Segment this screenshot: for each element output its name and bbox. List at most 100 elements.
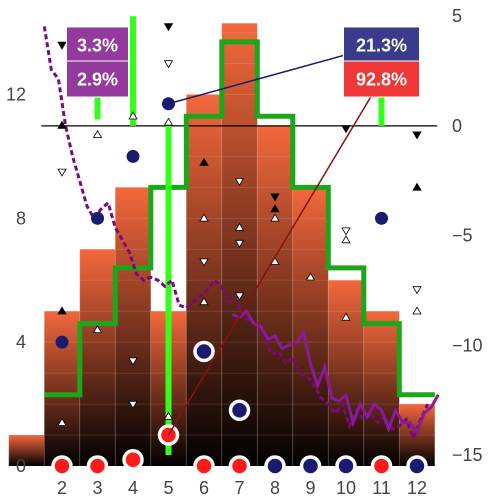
ringed-marker xyxy=(406,455,428,477)
triangle-marker xyxy=(305,272,316,281)
x-tick-label: 6 xyxy=(199,478,209,498)
annotation-label: 21.3% xyxy=(356,35,407,55)
triangle-marker xyxy=(270,213,280,222)
ringed-marker xyxy=(193,340,215,363)
bar xyxy=(8,435,45,466)
y-left-tick-label: 4 xyxy=(16,332,26,352)
triangle-marker xyxy=(234,222,245,231)
ringed-marker xyxy=(335,455,357,477)
triangle-marker xyxy=(57,41,67,50)
bar-fill xyxy=(115,187,151,466)
ringed-marker xyxy=(228,455,251,477)
bar xyxy=(327,280,364,466)
y-right-tick-label: 0 xyxy=(452,116,462,136)
bar-fill xyxy=(363,311,400,466)
bar xyxy=(256,125,293,466)
triangle-marker xyxy=(128,400,138,409)
triangle-marker xyxy=(163,411,174,420)
ringed-marker xyxy=(122,449,144,471)
y-right-tick-label: 5 xyxy=(452,6,462,26)
ringed-marker xyxy=(264,455,286,477)
triangle-marker xyxy=(341,312,351,321)
bar-fill xyxy=(328,280,364,466)
triangle-marker xyxy=(412,182,422,191)
ringed-marker xyxy=(51,455,73,477)
annotation-label: 92.8% xyxy=(356,70,407,90)
annotation-arrow xyxy=(167,78,383,436)
triangle-marker xyxy=(199,297,209,306)
triangle-marker xyxy=(412,306,422,315)
ringed-marker xyxy=(86,455,109,477)
axes-layer: 2 3 4 5 6 7 8 9 10 11 12 0 4 8 12 5 0 −5 −10 −15 xyxy=(6,6,483,498)
ringed-marker xyxy=(228,399,251,422)
annotation: 21.3% xyxy=(343,26,420,64)
bar-fill xyxy=(8,435,45,466)
bar xyxy=(79,249,116,466)
triangle-marker xyxy=(199,258,209,267)
annotation-box xyxy=(343,60,420,98)
triangle-marker xyxy=(234,239,245,248)
triangle-marker xyxy=(270,193,280,202)
x-tick-label: 12 xyxy=(407,478,427,498)
triangle-markers-layer xyxy=(57,23,422,426)
triangle-marker xyxy=(412,286,422,295)
triangle-marker xyxy=(199,213,209,222)
trend-lines-layer xyxy=(42,26,440,443)
navy-dot xyxy=(55,335,69,349)
bar xyxy=(114,187,151,466)
dot-markers-layer xyxy=(51,97,428,477)
triangle-marker xyxy=(92,325,103,334)
navy-dot xyxy=(375,211,388,225)
triangle-marker xyxy=(163,117,174,126)
step-line-layer xyxy=(44,39,435,398)
triangle-marker xyxy=(57,417,67,426)
x-tick-label: 7 xyxy=(234,478,244,498)
annotation-label: 2.9% xyxy=(77,70,118,90)
x-tick-label: 11 xyxy=(372,478,391,498)
x-tick-label: 10 xyxy=(336,478,356,498)
triangle-marker xyxy=(199,157,209,166)
ringed-marker xyxy=(193,455,215,477)
triangle-marker xyxy=(341,227,351,236)
annotation: 92.8% xyxy=(343,60,420,98)
dashed-trend-line xyxy=(42,26,430,443)
annotation-box xyxy=(343,26,420,64)
step-line xyxy=(44,39,435,398)
triangle-marker xyxy=(234,177,245,186)
triangle-marker xyxy=(341,235,351,244)
y-right-tick-label: −10 xyxy=(452,335,483,355)
x-tick-label: 3 xyxy=(92,478,102,498)
annotation-box xyxy=(66,60,129,98)
solid-trend-line xyxy=(231,308,440,435)
x-tick-label: 8 xyxy=(270,478,280,498)
triangle-marker xyxy=(234,292,245,301)
ringed-marker xyxy=(370,455,393,477)
y-right-tick-label: −5 xyxy=(452,226,473,246)
triangle-marker xyxy=(57,168,67,177)
annotation-label: 3.3% xyxy=(77,35,118,55)
triangle-marker xyxy=(270,204,280,213)
annotation: 3.3% xyxy=(66,26,129,64)
triangle-marker xyxy=(92,129,103,138)
y-left-tick-label: 0 xyxy=(16,456,26,476)
triangle-marker xyxy=(128,357,138,366)
bar xyxy=(363,311,400,466)
x-tick-label: 5 xyxy=(163,478,173,498)
navy-dot xyxy=(91,211,104,225)
triangle-marker xyxy=(163,23,174,32)
annotations-layer: 3.3% 2.9% 21.3% 92.8% xyxy=(66,26,420,98)
ringed-marker xyxy=(299,455,322,477)
bar xyxy=(292,187,329,466)
x-tick-label: 9 xyxy=(305,478,315,498)
y-left-tick-label: 12 xyxy=(6,84,26,104)
bar-fill xyxy=(257,125,293,466)
triangle-marker xyxy=(57,306,67,315)
triangle-marker xyxy=(128,111,138,120)
triangle-marker xyxy=(341,125,351,134)
x-tick-label: 4 xyxy=(128,478,138,498)
triangle-marker xyxy=(412,131,422,140)
bar-fill xyxy=(44,311,80,466)
x-tick-label: 2 xyxy=(57,478,67,498)
bar xyxy=(43,311,80,466)
